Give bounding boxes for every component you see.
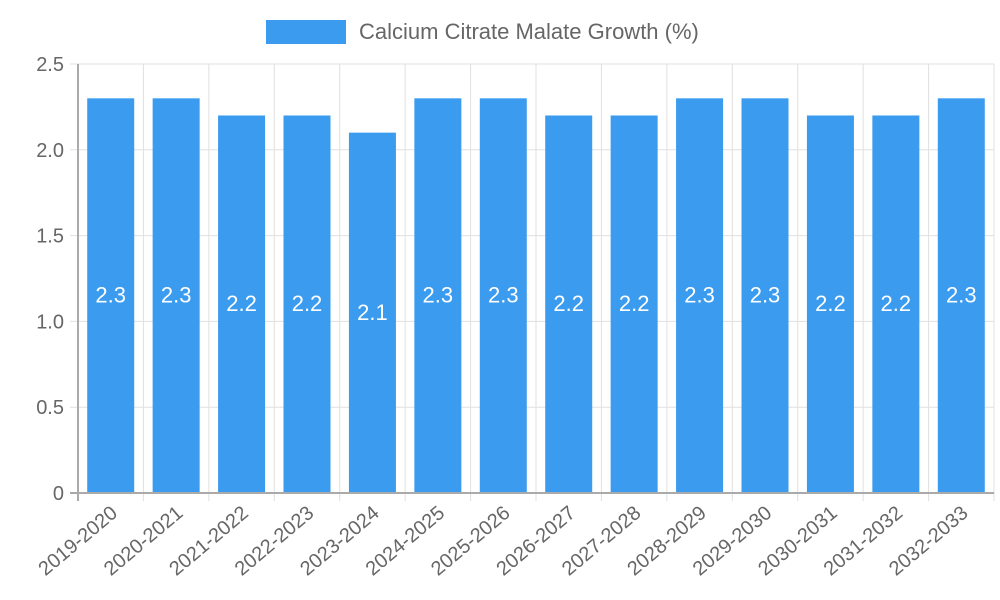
bar-value-label: 2.3 <box>946 283 977 308</box>
bar-value-label: 2.2 <box>619 291 650 316</box>
bar[interactable] <box>806 115 854 493</box>
bar-value-label: 2.3 <box>488 283 519 308</box>
legend-label: Calcium Citrate Malate Growth (%) <box>359 19 699 44</box>
bar[interactable] <box>479 98 527 493</box>
y-tick-label: 2.5 <box>36 54 64 76</box>
bar-value-label: 2.1 <box>357 300 388 325</box>
bar-value-label: 2.2 <box>815 291 846 316</box>
bar-value-label: 2.2 <box>553 291 584 316</box>
bar[interactable] <box>218 115 266 493</box>
chart-legend[interactable]: Calcium Citrate Malate Growth (%) <box>266 19 699 45</box>
bar[interactable] <box>872 115 920 493</box>
y-axis-labels: 0 0.5 1.0 1.5 2.0 2.5 <box>36 54 64 505</box>
y-tick-label: 1.0 <box>36 311 64 333</box>
bar[interactable] <box>741 98 789 493</box>
data-labels: 2.3 2.3 2.2 2.2 2.1 2.3 2.3 2.2 2.2 2.3 2.3 2.2 2.2 2… <box>95 283 976 325</box>
y-tick-label: 0.5 <box>36 397 64 419</box>
bar[interactable] <box>348 132 396 493</box>
bar-value-label: 2.3 <box>95 283 126 308</box>
bar-value-label: 2.3 <box>684 283 715 308</box>
y-tick-label: 0 <box>53 483 64 505</box>
x-axis-labels: 2019-20202020-20212021-20222022-20232023… <box>35 502 973 580</box>
bar[interactable] <box>676 98 724 493</box>
bar[interactable] <box>414 98 462 493</box>
bar-value-label: 2.3 <box>161 283 192 308</box>
legend-swatch <box>266 20 346 44</box>
bar[interactable] <box>610 115 658 493</box>
y-tick-label: 1.5 <box>36 226 64 248</box>
grid-lines <box>70 63 995 501</box>
bar[interactable] <box>283 115 331 493</box>
axes <box>70 64 994 501</box>
y-tick-label: 2.0 <box>36 140 64 162</box>
bar[interactable] <box>937 98 985 493</box>
bars <box>87 98 985 493</box>
bar[interactable] <box>545 115 593 493</box>
bar-value-label: 2.3 <box>423 283 454 308</box>
bar-value-label: 2.3 <box>750 283 781 308</box>
bar[interactable] <box>152 98 200 493</box>
bar-value-label: 2.2 <box>292 291 323 316</box>
bar[interactable] <box>87 98 135 493</box>
bar-value-label: 2.2 <box>881 291 912 316</box>
bar-value-label: 2.2 <box>226 291 257 316</box>
